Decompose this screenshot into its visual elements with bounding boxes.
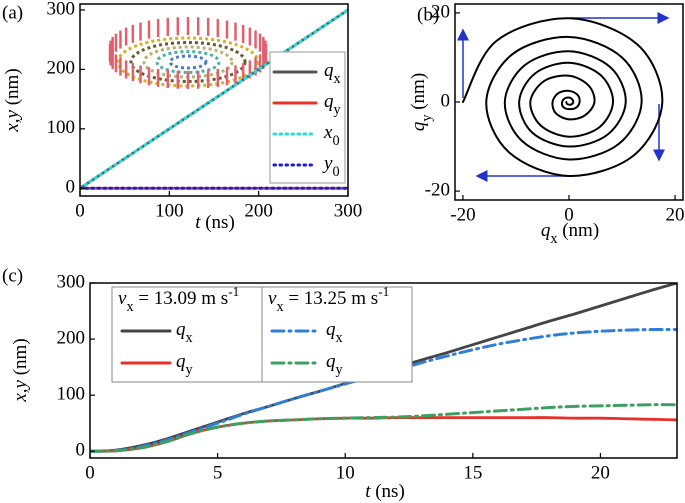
legend-title: vx = 13.25 m s-1 (268, 284, 389, 316)
y-axis-label: qy (nm) (408, 73, 435, 131)
legend-label: qx (324, 60, 341, 87)
series-line (80, 8, 348, 190)
plot-frame (454, 3, 684, 201)
legend-box (111, 286, 263, 383)
plot-lines (461, 17, 664, 177)
plot-lines (80, 8, 348, 190)
x-tick-label: 100 (155, 200, 184, 221)
series-line (90, 403, 677, 453)
y-tick-label: 100 (57, 384, 86, 405)
inset-ring (168, 54, 208, 70)
plot-frame (89, 282, 678, 459)
x-tick-label: 10 (336, 462, 355, 483)
x-tick-label: -20 (450, 204, 475, 225)
y-axis-label: x,y (nm) (2, 68, 23, 132)
y-tick-label: 200 (47, 58, 76, 79)
legend-box (261, 286, 413, 383)
y-tick-label: 0 (76, 440, 86, 461)
panel-label: (a) (2, 2, 23, 23)
x-tick-label: 20 (591, 462, 610, 483)
legend-box (269, 51, 346, 184)
plot-frame (79, 3, 349, 197)
y-tick-label: 20 (431, 1, 450, 22)
legend-label: qy (324, 91, 342, 118)
x-axis-label: t (ns) (195, 212, 235, 233)
legend-label: qy (326, 351, 344, 378)
x-tick-label: 5 (213, 462, 223, 483)
y-axis-label: x,y (nm) (10, 338, 31, 402)
x-tick-label: 300 (334, 200, 363, 221)
x-axis-label: qx (nm) (541, 220, 599, 247)
legend-label: qy (176, 351, 194, 378)
x-tick-label: 20 (666, 204, 685, 225)
y-tick-label: 100 (47, 117, 76, 138)
y-tick-label: -20 (425, 179, 450, 200)
y-tick-label: 200 (57, 327, 86, 348)
x-tick-label: 200 (244, 200, 273, 221)
legend-label: x0 (323, 122, 340, 149)
y-tick-label: 0 (441, 90, 451, 111)
series-line (461, 17, 664, 177)
inset-ring (155, 50, 221, 74)
x-tick-label: 0 (564, 204, 574, 225)
panel-label: (b) (417, 4, 439, 25)
legend-label: y0 (322, 153, 340, 180)
x-tick-label: 0 (85, 462, 95, 483)
panel-label: (c) (2, 265, 23, 286)
legend-label: qx (176, 319, 193, 346)
y-tick-label: 300 (57, 271, 86, 292)
direction-arrows (457, 12, 670, 182)
y-tick-label: 300 (47, 0, 76, 19)
x-tick-label: 15 (463, 462, 482, 483)
legend-label: qx (326, 319, 343, 346)
legend-title: vx = 13.09 m s-1 (118, 284, 239, 316)
y-tick-label: 0 (66, 177, 76, 198)
inset-skyrmion (108, 17, 268, 89)
inset-ring (129, 41, 247, 83)
x-axis-label: t (ns) (365, 481, 405, 502)
x-tick-label: 0 (75, 200, 85, 221)
